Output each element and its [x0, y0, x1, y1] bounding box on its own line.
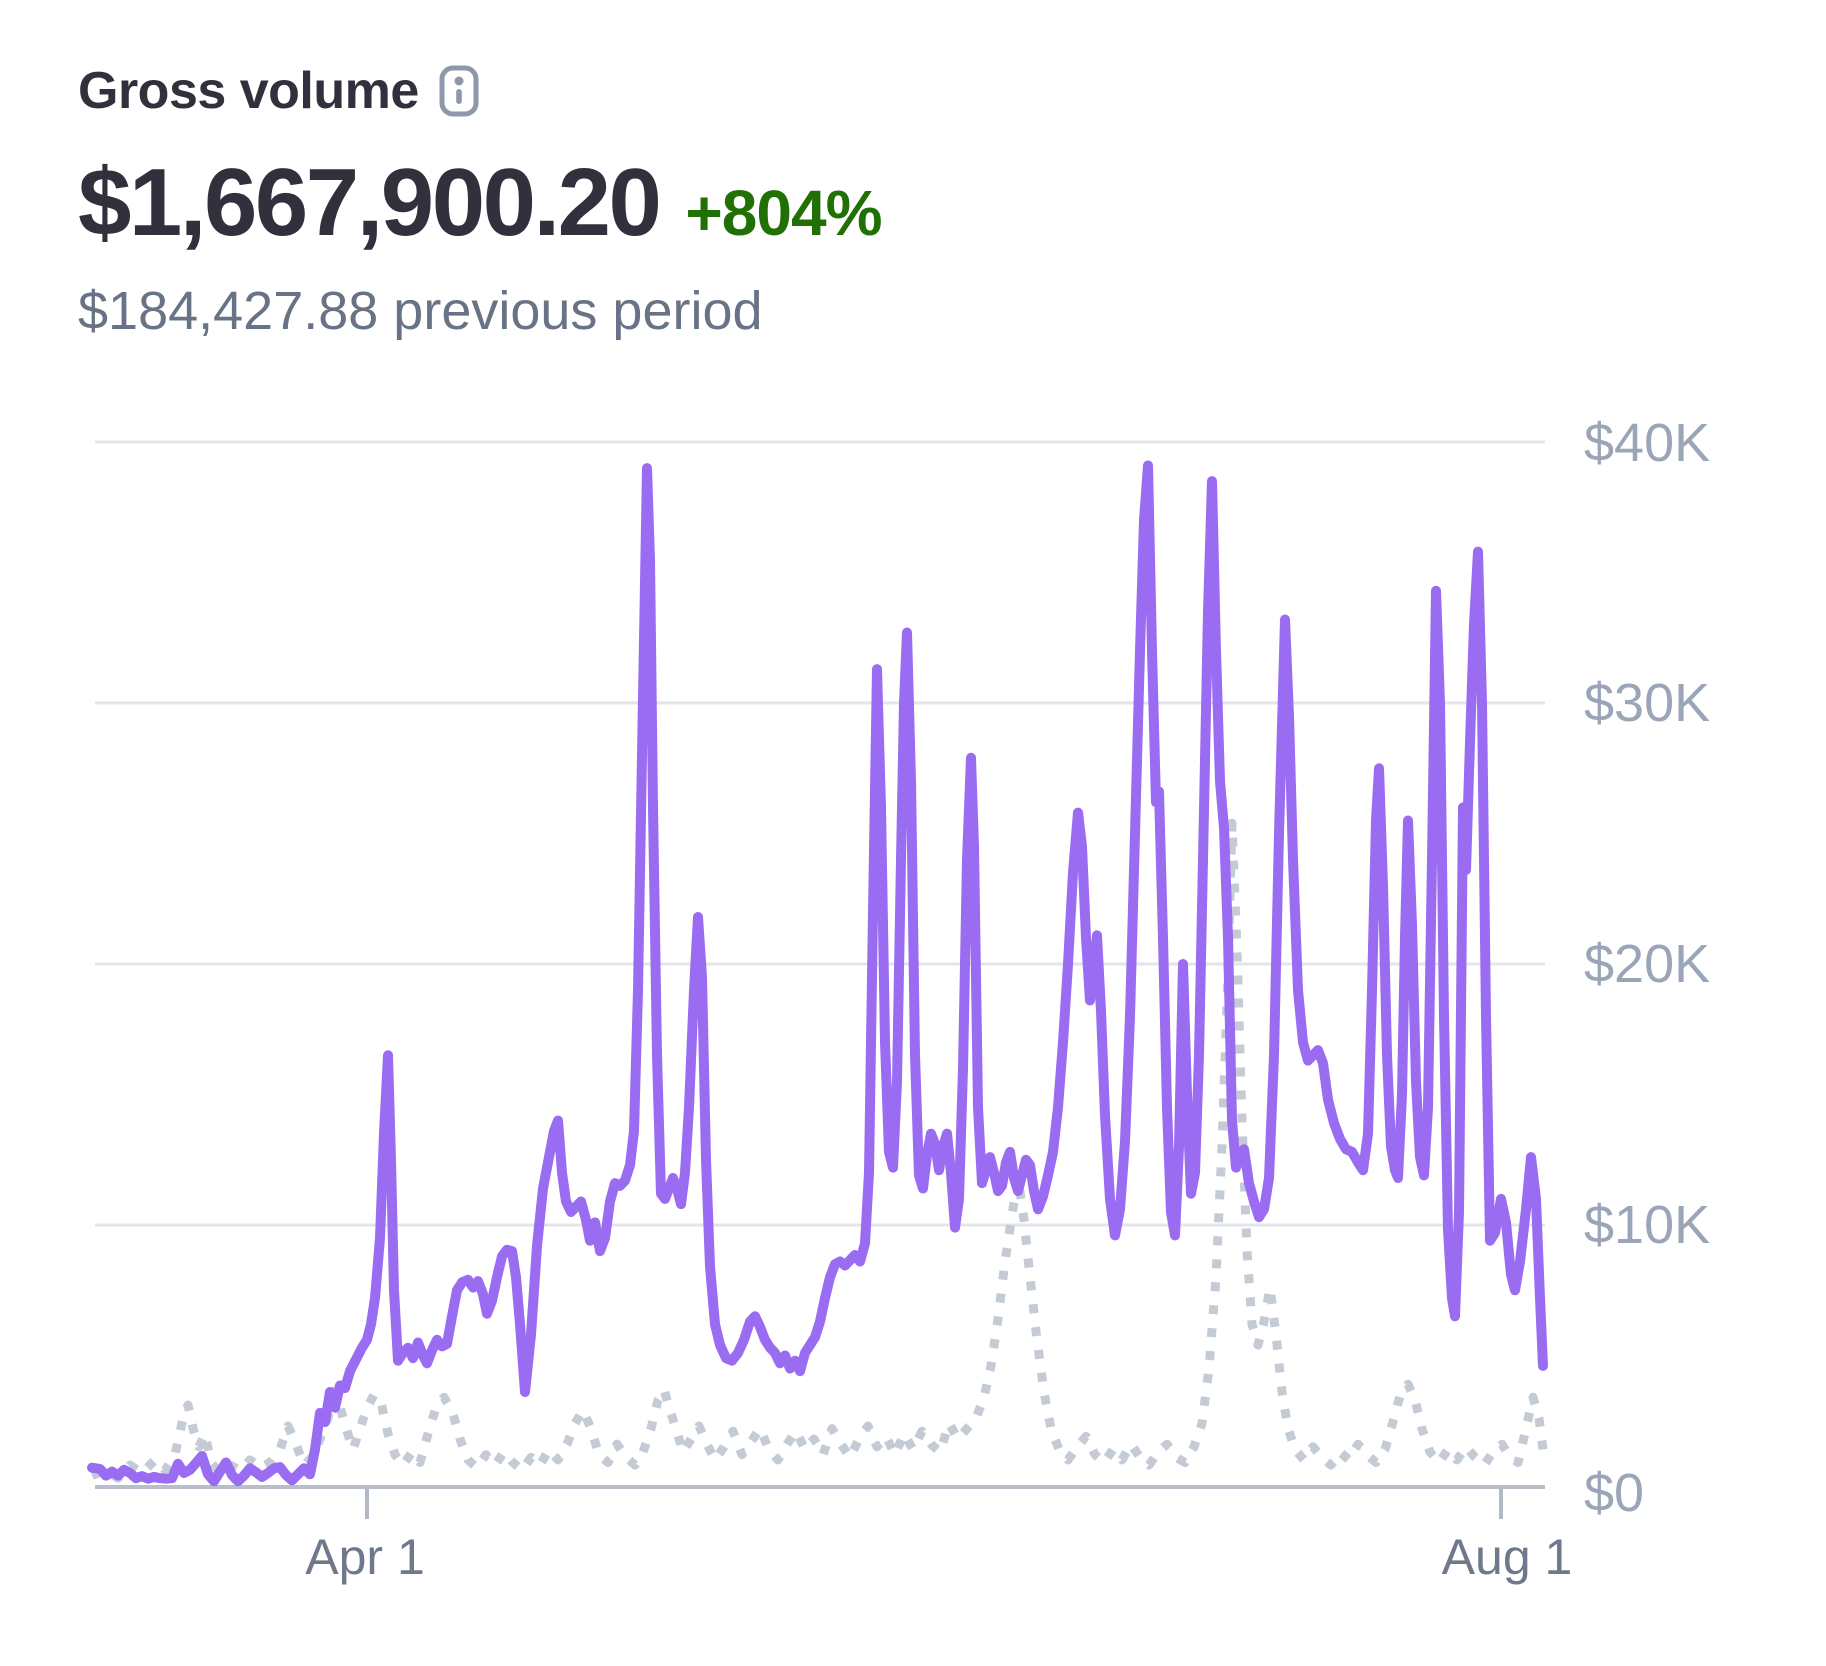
current-period-line — [87, 460, 1548, 1487]
percent-change-badge: +804% — [685, 177, 882, 249]
previous-period-line — [90, 818, 1548, 1483]
y-axis-label-40k: $40K — [1584, 413, 1711, 473]
y-axis-label-20k: $20K — [1584, 934, 1711, 994]
previous-period-value: $184,427.88 previous period — [78, 281, 763, 341]
y-axis-label-10k: $10K — [1584, 1195, 1711, 1255]
x-axis-label-apr1: Apr 1 — [305, 1529, 425, 1585]
gross-volume-value: $1,667,900.20 — [78, 149, 662, 256]
page-title: Gross volume — [78, 62, 419, 120]
x-axis-ticks — [365, 1489, 1503, 1519]
chart-header: Gross volume $1,667,900.20 +804% $184,42… — [78, 62, 882, 342]
gridlines — [95, 440, 1545, 1227]
y-axis-label-30k: $30K — [1584, 673, 1711, 733]
info-icon[interactable] — [439, 65, 479, 117]
y-axis-label-0: $0 — [1584, 1463, 1645, 1523]
x-axis-label-aug1: Aug 1 — [1441, 1529, 1573, 1585]
